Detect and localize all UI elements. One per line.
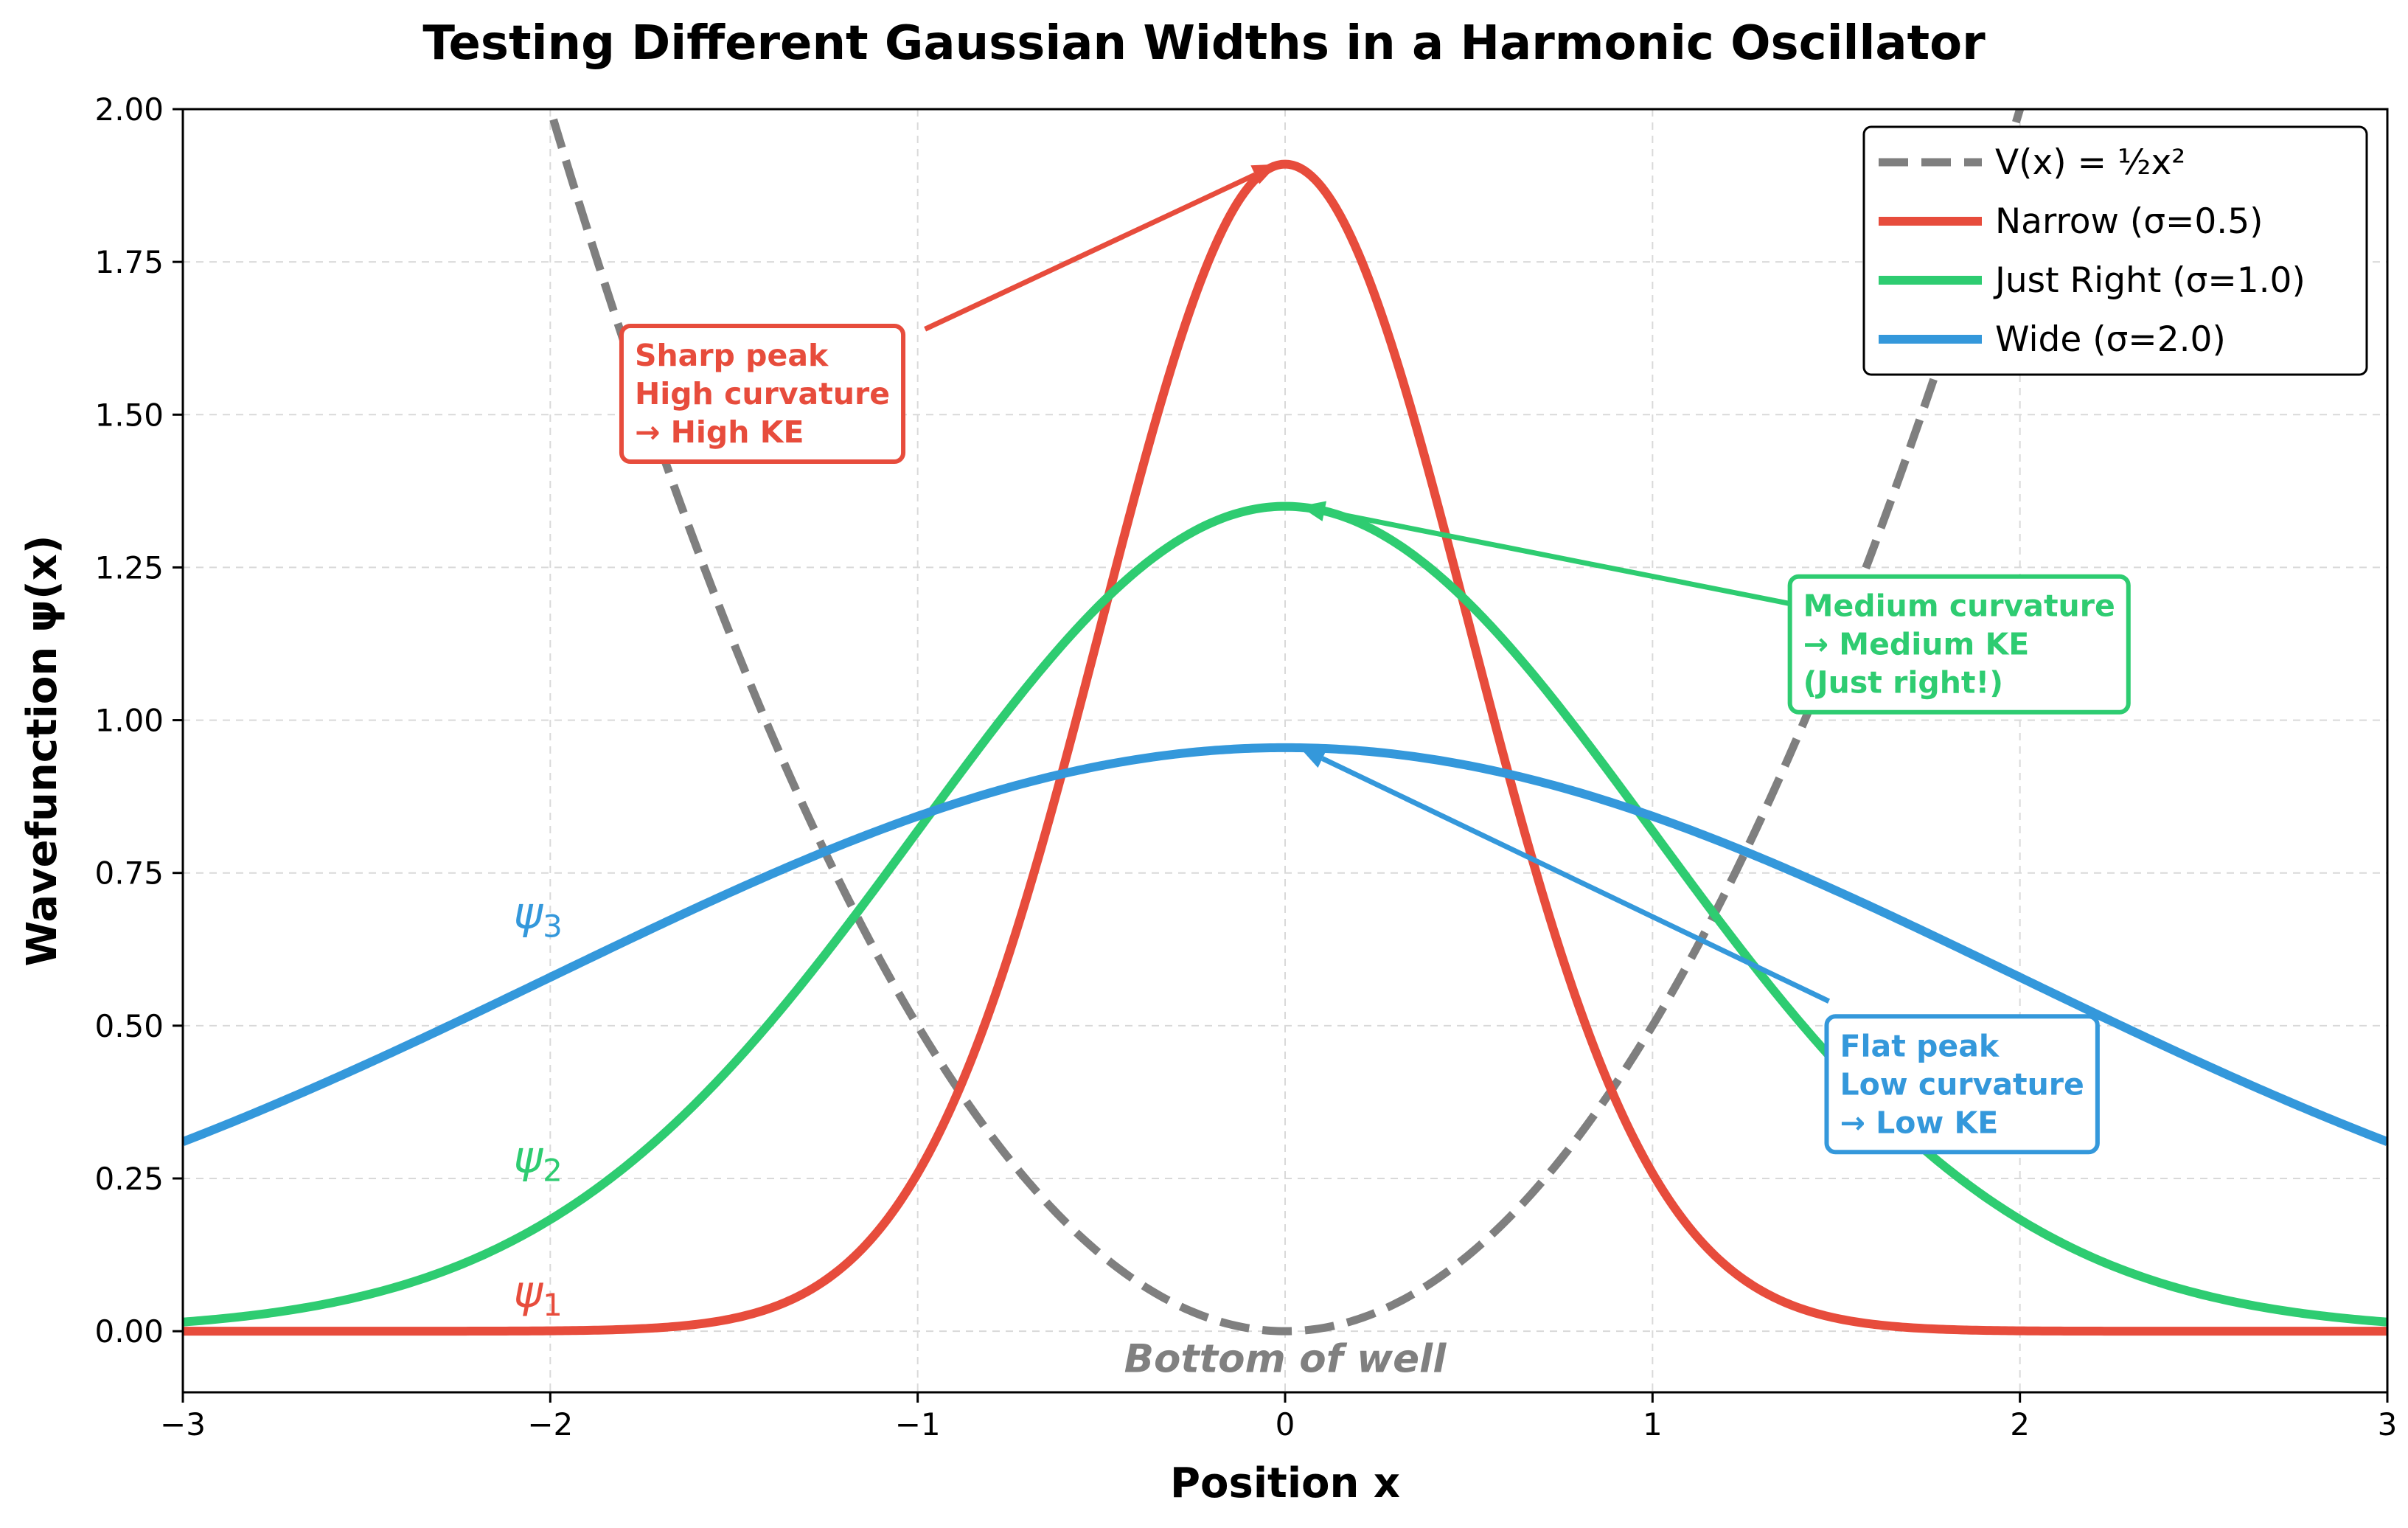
annotation-arrowhead-2 (1299, 747, 1327, 768)
psi-subscript: 2 (543, 1153, 563, 1189)
y-tick-label: 1.00 (94, 703, 164, 739)
annotation-line: Medium curvature (1803, 588, 2115, 624)
y-tick-label: 1.25 (94, 549, 164, 586)
annotation-box-1: Medium curvature→ Medium KE(Just right!) (1787, 574, 2131, 715)
annotation-arrow-1 (1323, 508, 1793, 607)
y-tick-label: 1.50 (94, 397, 164, 433)
y-tick-label: 1.75 (94, 244, 164, 280)
y-tick-label: 2.00 (94, 91, 164, 128)
x-tick-label: 3 (2378, 1406, 2398, 1442)
x-tick-label: −1 (895, 1406, 941, 1442)
annotation-line: → Medium KE (1803, 627, 2030, 662)
annotation-line: → High KE (635, 414, 804, 450)
well-label-layer: Bottom of well (1124, 1336, 1447, 1381)
psi-label-3: ψ3 (514, 887, 563, 944)
psi-label-2: ψ2 (514, 1132, 563, 1189)
legend: V(x) = ½x² Narrow (σ=0.5) Just Right (σ=1.… (1862, 125, 2368, 376)
x-tick-label: 2 (2010, 1406, 2030, 1442)
psi-subscript: 3 (543, 908, 563, 944)
annotation-arrow-2 (1321, 756, 1831, 1004)
y-tick-label: 0.50 (94, 1008, 164, 1044)
series-layer (183, 109, 2387, 1336)
y-axis-label: Wavefunction ψ(x) (18, 535, 66, 967)
x-tick-label: −2 (527, 1406, 573, 1442)
x-tick-label: 0 (1276, 1406, 1295, 1442)
y-tick-label: 0.00 (94, 1313, 164, 1350)
annotation-frame (619, 324, 906, 464)
axis-ticks: −3 −2 −1 0 1 2 3 0.00 0.25 0.50 0.75 1.00 1.25 1.50 1.… (94, 91, 2397, 1442)
series-line-0 (546, 109, 2025, 1336)
plot-frame (181, 108, 2389, 1394)
bottom-of-well-label: Bottom of well (1124, 1336, 1447, 1381)
annotation-frame (1787, 574, 2131, 715)
legend-label-3: Wide (σ=2.0) (1995, 319, 2226, 360)
y-tick-label: 0.25 (94, 1161, 164, 1197)
x-tick-label: −3 (160, 1406, 206, 1442)
series-line-2 (183, 501, 2387, 1327)
psi-base: ψ (514, 887, 544, 939)
psi-base: ψ (514, 1132, 544, 1184)
legend-label-0: V(x) = ½x² (1995, 142, 2185, 183)
x-axis-label: Position x (1170, 1459, 1400, 1507)
annotation-frame (1824, 1014, 2100, 1155)
y-tick-label: 0.75 (94, 855, 164, 892)
annotation-line: → Low KE (1840, 1105, 1998, 1140)
psi-label-1: ψ1 (514, 1266, 563, 1323)
annotation-arrowhead-1 (1299, 501, 1327, 521)
chart-title: Testing Different Gaussian Widths in a H… (422, 16, 1986, 71)
legend-label-1: Narrow (σ=0.5) (1995, 201, 2263, 242)
annotation-line: High curvature (635, 376, 890, 411)
annotation-arrowhead-0 (1250, 164, 1278, 184)
annotation-line: Sharp peak (635, 338, 829, 373)
psi-subscript: 1 (543, 1287, 563, 1323)
series-line-1 (183, 159, 2387, 1336)
psi-base: ψ (514, 1266, 544, 1318)
series-line-3 (183, 743, 2387, 1146)
annotation-line: (Just right!) (1803, 665, 2003, 701)
annotation-line: Low curvature (1840, 1066, 2084, 1102)
legend-frame (1862, 125, 2368, 376)
x-tick-label: 1 (1643, 1406, 1663, 1442)
legend-label-2: Just Right (σ=1.0) (1993, 260, 2306, 301)
annotation-arrow-0 (924, 172, 1256, 332)
annotation-line: Flat peak (1840, 1028, 2000, 1063)
